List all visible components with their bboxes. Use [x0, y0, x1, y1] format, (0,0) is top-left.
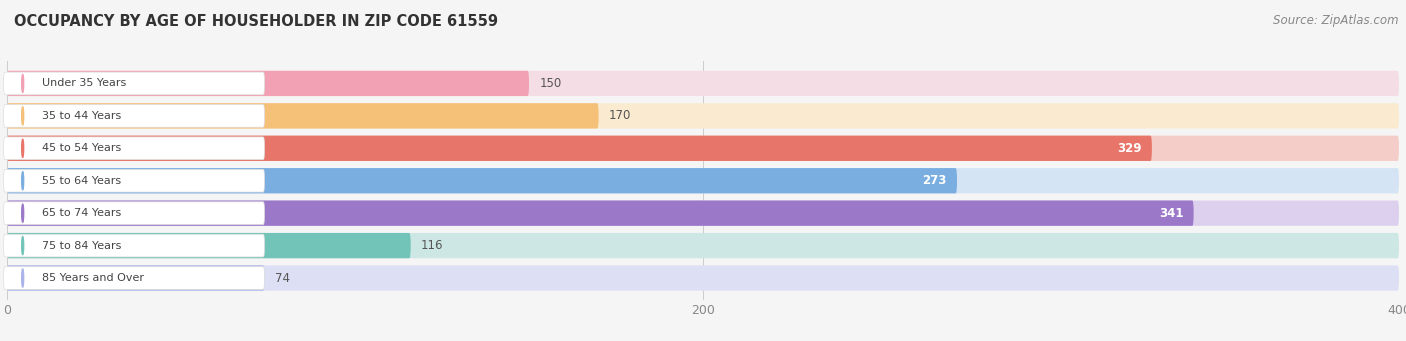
FancyBboxPatch shape — [7, 233, 1399, 258]
FancyBboxPatch shape — [7, 201, 1194, 226]
FancyBboxPatch shape — [4, 202, 264, 224]
Text: 341: 341 — [1159, 207, 1184, 220]
FancyBboxPatch shape — [7, 168, 1399, 193]
FancyBboxPatch shape — [4, 104, 264, 127]
Text: Source: ZipAtlas.com: Source: ZipAtlas.com — [1274, 14, 1399, 27]
Text: 45 to 54 Years: 45 to 54 Years — [42, 143, 121, 153]
FancyBboxPatch shape — [7, 136, 1152, 161]
FancyBboxPatch shape — [7, 233, 411, 258]
Circle shape — [21, 204, 24, 222]
Text: 116: 116 — [422, 239, 444, 252]
FancyBboxPatch shape — [7, 103, 599, 129]
Text: 35 to 44 Years: 35 to 44 Years — [42, 111, 121, 121]
Text: OCCUPANCY BY AGE OF HOUSEHOLDER IN ZIP CODE 61559: OCCUPANCY BY AGE OF HOUSEHOLDER IN ZIP C… — [14, 14, 498, 29]
Text: 170: 170 — [609, 109, 631, 122]
FancyBboxPatch shape — [4, 234, 264, 257]
Text: 65 to 74 Years: 65 to 74 Years — [42, 208, 121, 218]
Circle shape — [21, 74, 24, 92]
Circle shape — [21, 269, 24, 287]
FancyBboxPatch shape — [7, 265, 1399, 291]
FancyBboxPatch shape — [4, 72, 264, 95]
FancyBboxPatch shape — [4, 267, 264, 290]
FancyBboxPatch shape — [7, 103, 1399, 129]
Text: 273: 273 — [922, 174, 946, 187]
Text: 55 to 64 Years: 55 to 64 Years — [42, 176, 121, 186]
Text: 85 Years and Over: 85 Years and Over — [42, 273, 143, 283]
Text: 75 to 84 Years: 75 to 84 Years — [42, 241, 121, 251]
FancyBboxPatch shape — [7, 201, 1399, 226]
FancyBboxPatch shape — [4, 169, 264, 192]
FancyBboxPatch shape — [7, 71, 529, 96]
FancyBboxPatch shape — [7, 265, 264, 291]
Circle shape — [21, 139, 24, 158]
FancyBboxPatch shape — [7, 71, 1399, 96]
Text: 74: 74 — [276, 271, 290, 284]
Text: 329: 329 — [1116, 142, 1142, 155]
Text: 150: 150 — [540, 77, 562, 90]
Text: Under 35 Years: Under 35 Years — [42, 78, 127, 88]
FancyBboxPatch shape — [4, 137, 264, 160]
FancyBboxPatch shape — [7, 136, 1399, 161]
Circle shape — [21, 172, 24, 190]
Circle shape — [21, 237, 24, 255]
FancyBboxPatch shape — [7, 168, 957, 193]
Circle shape — [21, 107, 24, 125]
